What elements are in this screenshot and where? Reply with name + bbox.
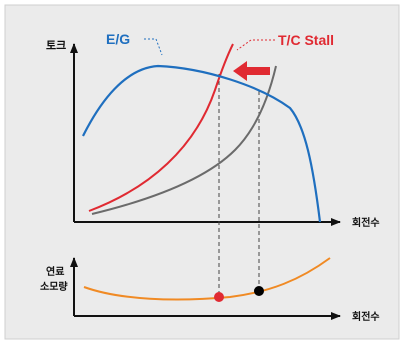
lower-y-axis-label-line2: 소모량 xyxy=(40,281,68,293)
upper-x-axis-label: 회전수 xyxy=(352,216,380,229)
stall-shift-arrow xyxy=(233,61,270,81)
eg-torque-curve xyxy=(82,64,322,223)
fuel-consumption-curve xyxy=(83,257,331,301)
lower-x-axis-label: 회전수 xyxy=(352,310,380,323)
lower-y-axis-label-line1: 연료 xyxy=(46,265,64,278)
grey-curve xyxy=(91,65,277,215)
stall-point-marker xyxy=(214,292,224,302)
tc-stall-label-leader xyxy=(236,39,275,51)
diagram-background xyxy=(4,4,400,340)
eg-label-leader xyxy=(144,38,163,56)
tc-stall-curve xyxy=(88,43,234,212)
upper-y-axis-label: 토크 xyxy=(46,39,66,52)
match-point-marker xyxy=(254,286,264,296)
eg-label: E/G xyxy=(106,31,130,47)
tc-stall-label: T/C Stall xyxy=(278,32,334,48)
